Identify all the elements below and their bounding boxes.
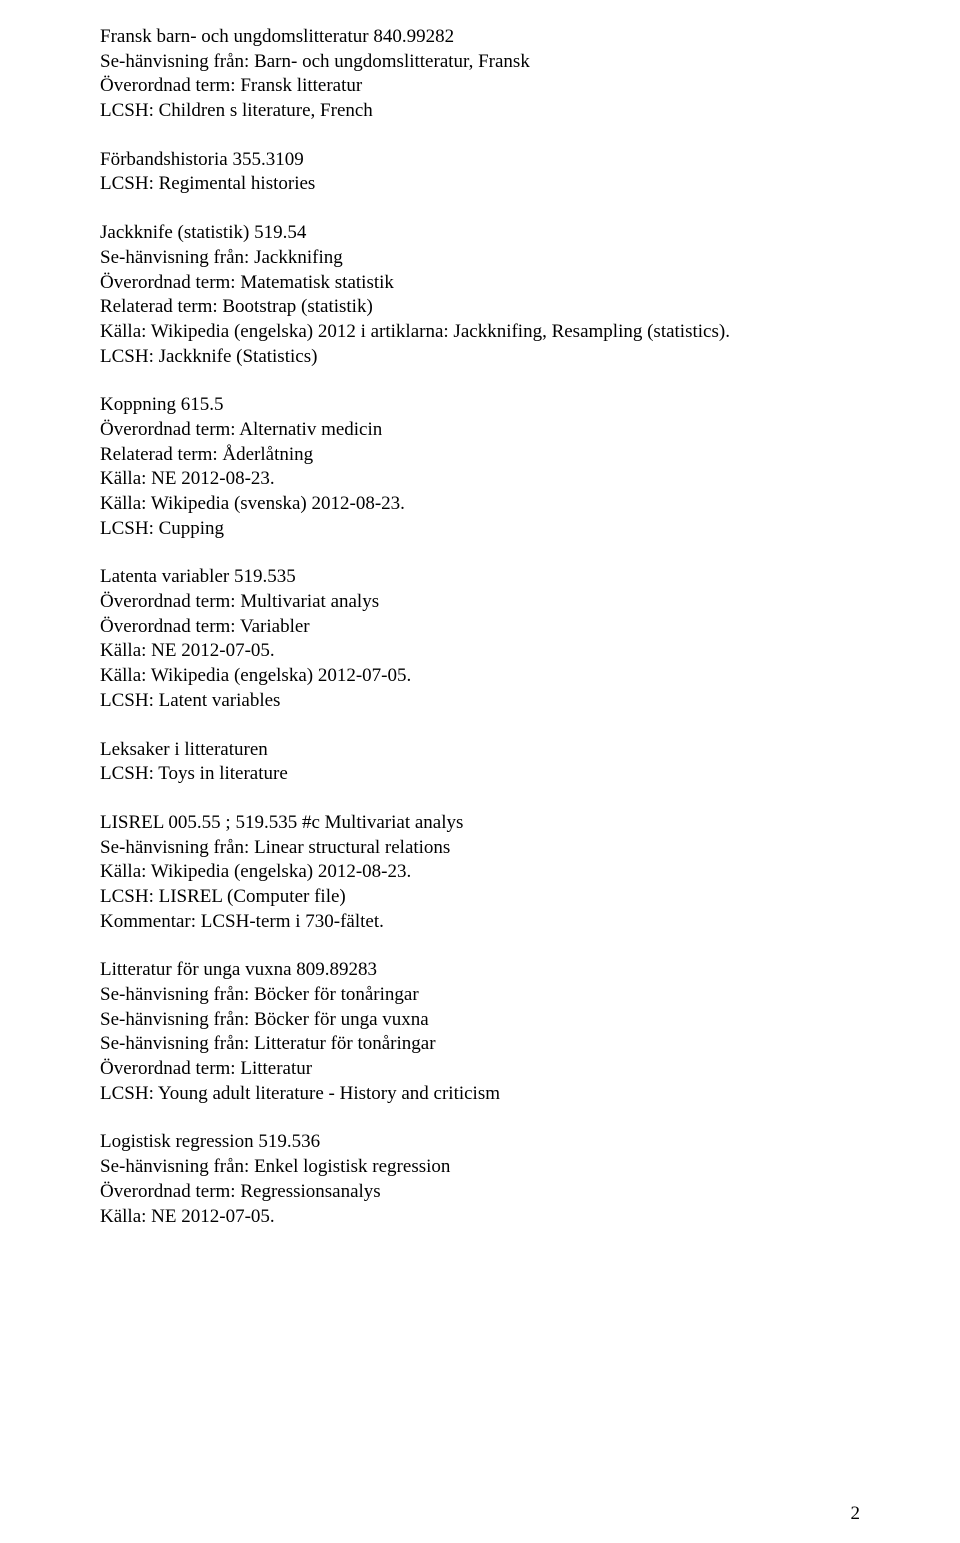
entry: Logistisk regression 519.536Se-hänvisnin… <box>100 1130 860 1229</box>
entry-line: Se-hänvisning från: Böcker för tonåringa… <box>100 983 860 1008</box>
entry-line: Källa: Wikipedia (engelska) 2012 i artik… <box>100 320 860 345</box>
entry: Litteratur för unga vuxna 809.89283Se-hä… <box>100 958 860 1106</box>
entry-line: Källa: Wikipedia (engelska) 2012-08-23. <box>100 860 860 885</box>
entry-line: Leksaker i litteraturen <box>100 738 860 763</box>
entry-line: Se-hänvisning från: Enkel logistisk regr… <box>100 1155 860 1180</box>
document-page: Fransk barn- och ungdomslitteratur 840.9… <box>0 0 960 1543</box>
entry: Jackknife (statistik) 519.54Se-hänvisnin… <box>100 221 860 369</box>
entry-line: Kommentar: LCSH-term i 730-fältet. <box>100 910 860 935</box>
entry: LISREL 005.55 ; 519.535 #c Multivariat a… <box>100 811 860 934</box>
entry-line: Logistisk regression 519.536 <box>100 1130 860 1155</box>
entry-line: Överordnad term: Multivariat analys <box>100 590 860 615</box>
entry: Förbandshistoria 355.3109LCSH: Regimenta… <box>100 148 860 197</box>
entry-line: Källa: NE 2012-08-23. <box>100 467 860 492</box>
entry: Latenta variabler 519.535Överordnad term… <box>100 565 860 713</box>
entry-line: LCSH: Cupping <box>100 517 860 542</box>
entry: Koppning 615.5Överordnad term: Alternati… <box>100 393 860 541</box>
page-number: 2 <box>851 1503 861 1525</box>
entry-line: Källa: NE 2012-07-05. <box>100 1205 860 1230</box>
entry: Leksaker i litteraturenLCSH: Toys in lit… <box>100 738 860 787</box>
entry-line: LCSH: Jackknife (Statistics) <box>100 345 860 370</box>
entry-line: Överordnad term: Fransk litteratur <box>100 74 860 99</box>
entry: Fransk barn- och ungdomslitteratur 840.9… <box>100 25 860 124</box>
entry-line: Litteratur för unga vuxna 809.89283 <box>100 958 860 983</box>
entry-line: Överordnad term: Litteratur <box>100 1057 860 1082</box>
entry-line: LCSH: Children s literature, French <box>100 99 860 124</box>
entry-line: Koppning 615.5 <box>100 393 860 418</box>
entry-line: Se-hänvisning från: Linear structural re… <box>100 836 860 861</box>
entry-line: Relaterad term: Bootstrap (statistik) <box>100 295 860 320</box>
entry-line: LCSH: Latent variables <box>100 689 860 714</box>
entry-line: Källa: Wikipedia (engelska) 2012-07-05. <box>100 664 860 689</box>
entry-line: Se-hänvisning från: Böcker för unga vuxn… <box>100 1008 860 1033</box>
entry-line: Se-hänvisning från: Litteratur för tonår… <box>100 1032 860 1057</box>
entries-container: Fransk barn- och ungdomslitteratur 840.9… <box>100 25 860 1229</box>
entry-line: Källa: NE 2012-07-05. <box>100 639 860 664</box>
entry-line: LCSH: Regimental histories <box>100 172 860 197</box>
entry-line: Överordnad term: Variabler <box>100 615 860 640</box>
entry-line: LCSH: Young adult literature - History a… <box>100 1082 860 1107</box>
entry-line: Se-hänvisning från: Barn- och ungdomslit… <box>100 50 860 75</box>
entry-line: Jackknife (statistik) 519.54 <box>100 221 860 246</box>
entry-line: Överordnad term: Regressionsanalys <box>100 1180 860 1205</box>
entry-line: LISREL 005.55 ; 519.535 #c Multivariat a… <box>100 811 860 836</box>
entry-line: Latenta variabler 519.535 <box>100 565 860 590</box>
entry-line: LCSH: LISREL (Computer file) <box>100 885 860 910</box>
entry-line: LCSH: Toys in literature <box>100 762 860 787</box>
entry-line: Se-hänvisning från: Jackknifing <box>100 246 860 271</box>
entry-line: Relaterad term: Åderlåtning <box>100 443 860 468</box>
entry-line: Överordnad term: Matematisk statistik <box>100 271 860 296</box>
entry-line: Förbandshistoria 355.3109 <box>100 148 860 173</box>
entry-line: Överordnad term: Alternativ medicin <box>100 418 860 443</box>
entry-line: Fransk barn- och ungdomslitteratur 840.9… <box>100 25 860 50</box>
entry-line: Källa: Wikipedia (svenska) 2012-08-23. <box>100 492 860 517</box>
